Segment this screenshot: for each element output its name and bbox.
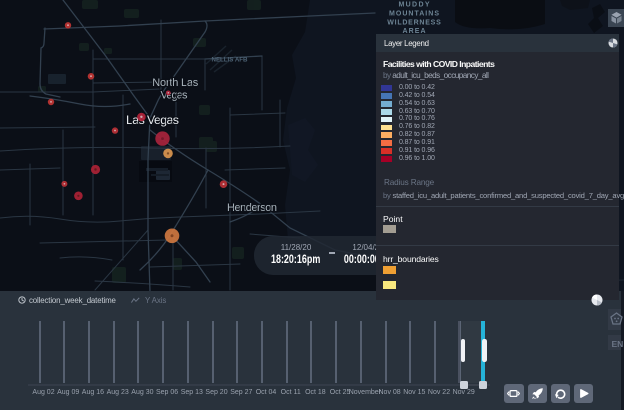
svg-text:MOUNTAINS: MOUNTAINS xyxy=(389,11,439,18)
svg-text:MUDDY: MUDDY xyxy=(399,2,430,9)
svg-text:Vegas: Vegas xyxy=(161,90,189,102)
svg-text:Las Vegas: Las Vegas xyxy=(126,113,179,127)
svg-text:North Las: North Las xyxy=(152,77,199,89)
svg-text:AREA: AREA xyxy=(403,28,426,35)
svg-text:NELLIS AFB: NELLIS AFB xyxy=(212,56,249,63)
svg-text:Henderson: Henderson xyxy=(227,202,277,214)
svg-text:WILDERNESS: WILDERNESS xyxy=(387,20,441,27)
